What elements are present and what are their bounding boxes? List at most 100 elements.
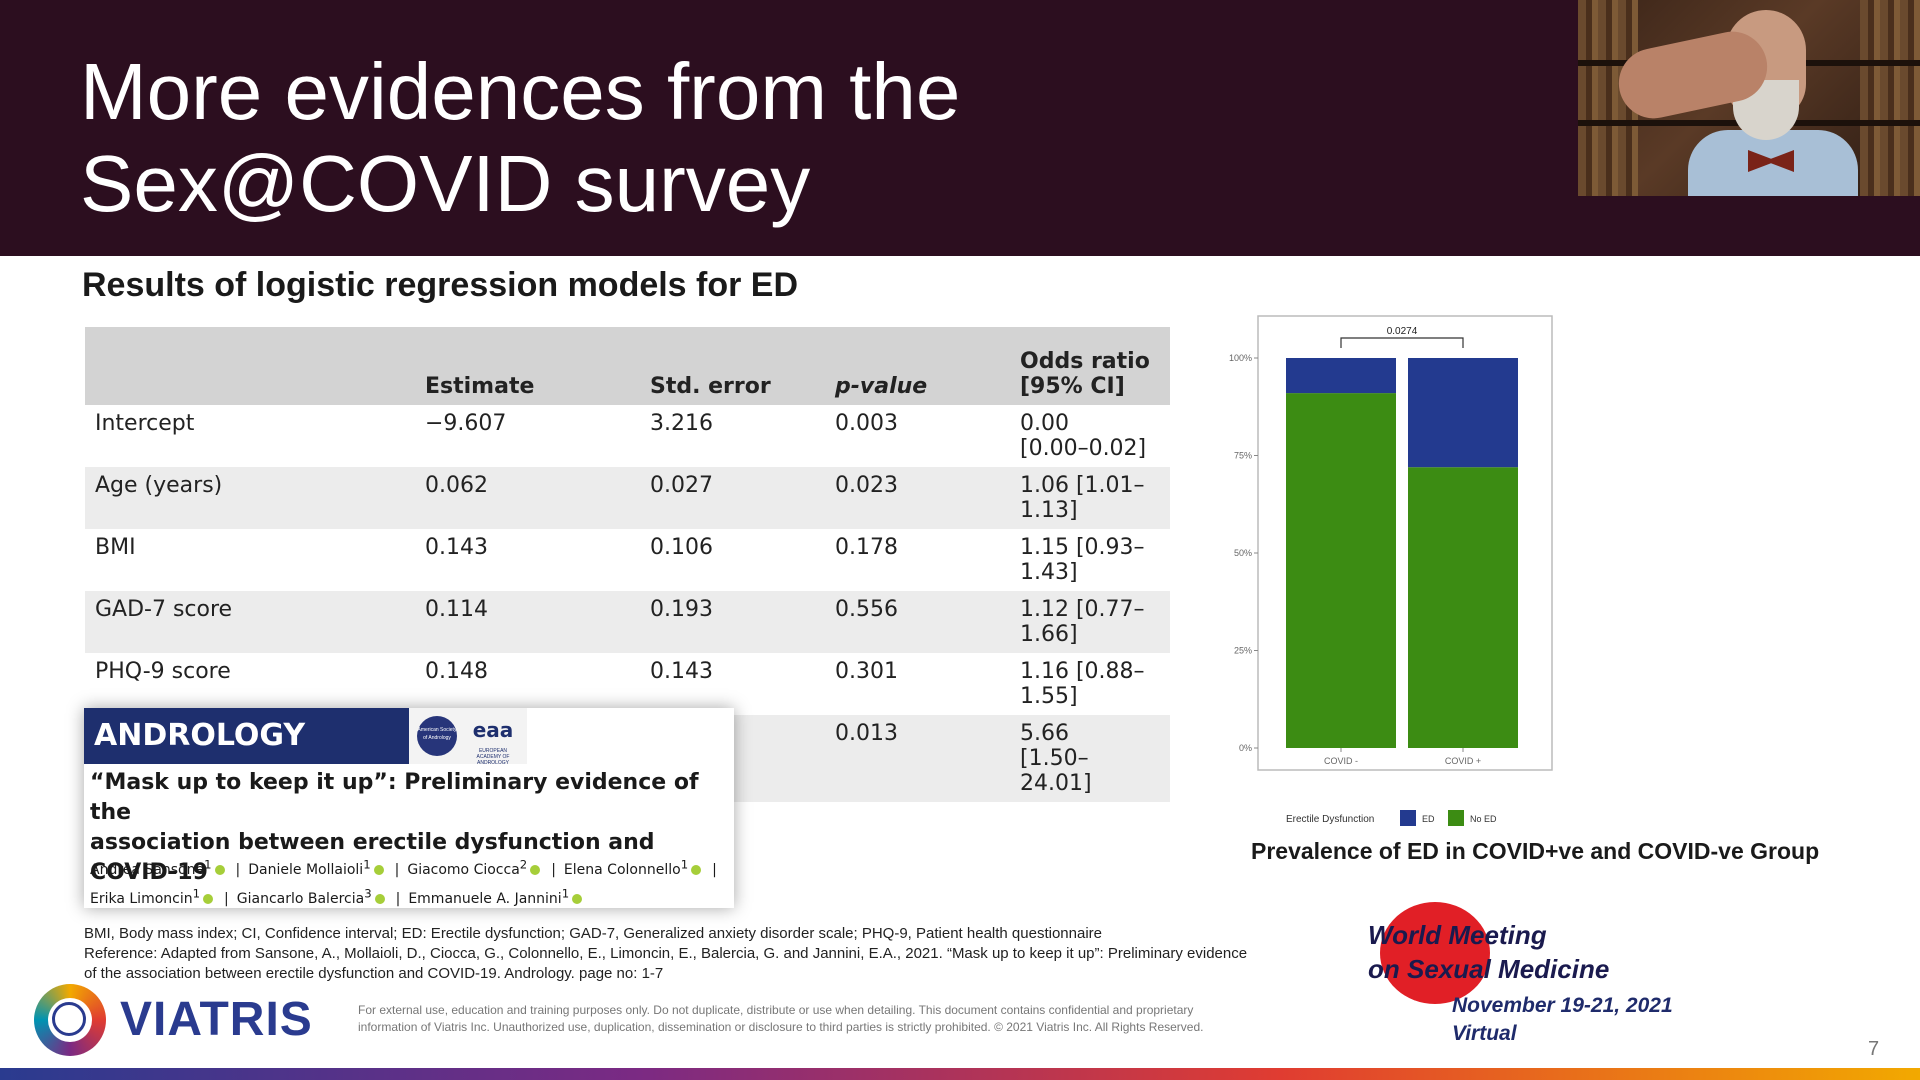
author-affiliation: 1 xyxy=(363,857,371,871)
estimate-cell: 0.143 xyxy=(425,535,488,560)
p-value-cell: 0.556 xyxy=(825,591,1010,653)
meeting-mode: Virtual xyxy=(1452,1022,1517,1045)
orcid-icon xyxy=(530,864,541,875)
globe-icon xyxy=(52,1002,86,1036)
table-row: PHQ-9 score 0.148 0.143 0.301 1.16 [0.88–1.5… xyxy=(85,653,1170,715)
author-name: Emmanuele A. Jannini xyxy=(408,891,562,908)
odds-ratio-cell: 1.16 [0.88–1.55] xyxy=(1010,653,1170,715)
p-value-cell: 0.013 xyxy=(825,715,1010,802)
author-affiliation: 1 xyxy=(680,857,689,871)
orcid-icon xyxy=(203,894,214,905)
meeting-name-line1: World Meeting xyxy=(1368,920,1547,950)
p-value-cell: 0.178 xyxy=(835,535,898,560)
table-row: GAD-7 score 0.114 0.193 0.556 1.12 [0.77–1.6… xyxy=(85,591,1170,653)
reference-line1: Reference: Adapted from Sansone, A., Mol… xyxy=(84,945,1248,962)
ed-prevalence-chart: 0% 25% 50% 75% 100% COVID - COVID + 0.0274 Erect… xyxy=(1212,312,1920,872)
page-number: 7 xyxy=(1868,1038,1880,1060)
odds-ratio-cell: 0.00 [0.00–0.02] xyxy=(1010,405,1170,467)
y-tick-label: 0% xyxy=(1239,743,1252,753)
odds-ratio-value: 1.16 [0.88–1.55] xyxy=(1020,659,1145,709)
table-row: Age (years) 0.062 0.027 0.023 1.06 [1.01–1.1… xyxy=(85,467,1170,529)
odds-ratio-value: 0.00 xyxy=(1020,411,1069,436)
std-error-cell: 0.106 xyxy=(650,535,713,560)
author-name: Andrea Sansone xyxy=(90,861,205,878)
y-tick-label: 50% xyxy=(1234,548,1252,558)
author: Andrea Sansone1 xyxy=(90,857,228,878)
author-affiliation: 1 xyxy=(561,886,570,901)
author: Giancarlo Balercia3 xyxy=(236,887,388,908)
author: Erika Limoncin1 xyxy=(90,887,216,908)
footnotes: BMI, Body mass index; CI, Confidence int… xyxy=(84,924,1344,984)
viatris-wordmark: VIATRIS xyxy=(120,993,313,1046)
disclaimer-line2: information of Viatris Inc. Unauthorized… xyxy=(358,1020,1204,1034)
author: Emmanuele A. Jannini1 xyxy=(408,887,585,908)
std-error-cell: 0.193 xyxy=(640,591,825,653)
author-affiliation: 1 xyxy=(192,886,201,901)
odds-ratio-cell: 1.15 [0.93–1.43] xyxy=(1010,529,1170,591)
p-value-cell: 0.301 xyxy=(835,659,898,684)
slide-subtitle: Results of logistic regression models fo… xyxy=(82,266,799,304)
estimate-cell: 0.062 xyxy=(405,467,640,529)
orcid-icon xyxy=(214,864,225,875)
world-meeting-logo: World Meeting on Sexual Medicine Novembe… xyxy=(1362,898,1742,1058)
odds-ratio-value: 5.66 xyxy=(1020,721,1069,746)
legal-disclaimer: For external use, education and training… xyxy=(358,1002,1288,1036)
odds-ratio-ci: [1.50–24.01] xyxy=(1020,746,1092,796)
meeting-dates: November 19-21, 2021 xyxy=(1452,994,1673,1017)
author-name: Giancarlo Balercia xyxy=(236,891,365,908)
meeting-name-line2: on Sexual Medicine xyxy=(1368,954,1610,984)
estimate-cell: 0.114 xyxy=(405,591,640,653)
odds-ratio-cell: 1.06 [1.01–1.13] xyxy=(1010,467,1170,529)
legend-title: Erectile Dysfunction xyxy=(1286,814,1374,825)
table-row: Intercept −9.607 3.216 0.003 0.00 [0.00–0.02] xyxy=(85,405,1170,467)
red-sun-icon xyxy=(1380,902,1490,1004)
disclaimer-line1: For external use, education and training… xyxy=(358,1003,1194,1017)
author-separator: | xyxy=(551,861,556,878)
reference-line2: of the association between erectile dysf… xyxy=(84,965,664,982)
author-affiliation: 1 xyxy=(204,857,212,871)
author-separator: | xyxy=(395,891,401,908)
journal-name: ANDROLOGY xyxy=(84,708,409,764)
legend-label: ED xyxy=(1422,814,1435,824)
p-value-cell: 0.023 xyxy=(825,467,1010,529)
row-label: Intercept xyxy=(95,411,195,436)
significance-p-value: 0.0274 xyxy=(1387,326,1418,337)
orcid-icon xyxy=(373,864,384,875)
odds-ratio-cell: 5.66 [1.50–24.01] xyxy=(1010,715,1170,802)
bookshelf-right xyxy=(1860,0,1920,196)
slide-title-line2: Sex@COVID survey xyxy=(80,139,811,228)
table-header-estimate: Estimate xyxy=(405,327,640,405)
odds-ratio-header-line2: [95% CI] xyxy=(1020,374,1125,399)
author-name: Daniele Mollaioli xyxy=(248,861,364,878)
table-header-row: Estimate Std. error p-value Odds ratio [… xyxy=(85,327,1170,405)
author: Giacomo Ciocca2 xyxy=(407,857,543,878)
eaa-logo: eaa xyxy=(472,718,514,742)
std-error-cell: 0.027 xyxy=(640,467,825,529)
presenter-webcam-video xyxy=(1578,0,1920,196)
orcid-icon xyxy=(691,864,702,875)
chart-caption: Prevalence of ED in COVID+ve and COVID-v… xyxy=(1251,838,1820,864)
odds-ratio-value: 1.12 [0.77–1.66] xyxy=(1020,597,1145,647)
significance-bracket xyxy=(1340,337,1464,348)
bar-no-ed xyxy=(1286,393,1396,748)
bar-no-ed xyxy=(1408,467,1518,748)
author-name: Erika Limoncin xyxy=(90,891,193,908)
p-value-cell: 0.003 xyxy=(835,411,898,436)
author-separator: | xyxy=(235,861,241,878)
odds-ratio-header-line1: Odds ratio xyxy=(1020,349,1150,374)
author: Daniele Mollaioli1 xyxy=(248,857,386,878)
table-header-p-value: p-value xyxy=(825,327,1010,405)
row-label: Age (years) xyxy=(85,467,405,529)
row-label: GAD-7 score xyxy=(85,591,405,653)
odds-ratio-value: 1.15 [0.93–1.43] xyxy=(1020,535,1145,585)
table-header-std-error: Std. error xyxy=(640,327,825,405)
author: Elena Colonnello1 xyxy=(564,857,704,878)
brand-gradient-bar xyxy=(0,1068,1920,1080)
x-tick-label: COVID + xyxy=(1445,756,1481,766)
viatris-brand: VIATRIS xyxy=(34,978,312,1056)
legend-swatch xyxy=(1400,810,1416,826)
asa-logo: American Society of Andrology xyxy=(417,716,457,756)
table-row: BMI 0.143 0.106 0.178 1.15 [0.93–1.43] xyxy=(85,529,1170,591)
author-name: Giacomo Ciocca xyxy=(407,861,520,878)
y-tick-label: 25% xyxy=(1234,646,1252,656)
